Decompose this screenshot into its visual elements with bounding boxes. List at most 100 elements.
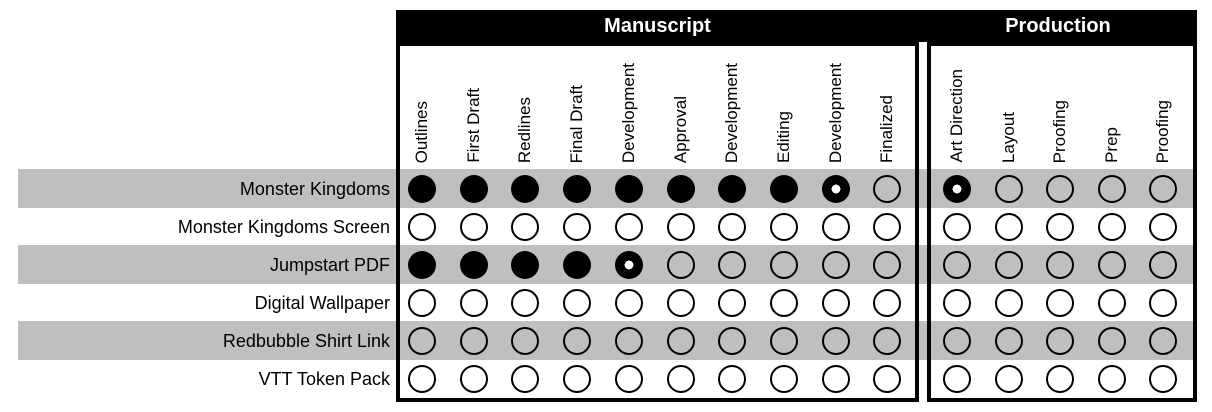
status-circle-not_started [459, 365, 488, 393]
status-circle-not_started [821, 365, 850, 393]
status-circle-not_started [718, 365, 747, 393]
production-table-frame [927, 42, 1197, 402]
status-circle-in_progress [821, 175, 850, 203]
row-label: Monster Kingdoms Screen [177, 217, 390, 237]
status-circle-not_started [666, 213, 695, 241]
status-circle-not_started [459, 289, 488, 317]
status-circle-not_started [666, 251, 695, 279]
status-circle-not_started [873, 365, 902, 393]
status-circle-done [563, 251, 592, 279]
status-circle-not_started [769, 365, 798, 393]
status-circle-done [459, 175, 488, 203]
status-circle-not_started [769, 289, 798, 317]
column-header: Development [722, 62, 742, 163]
row-label: VTT Token Pack [258, 369, 390, 389]
status-circle-not_started [1149, 327, 1178, 355]
row-label: Digital Wallpaper [254, 293, 390, 313]
status-circle-not_started [1097, 289, 1126, 317]
column-header: Finalized [877, 94, 897, 163]
status-circle-not_started [769, 251, 798, 279]
status-circle-not_started [1097, 327, 1126, 355]
status-circle-not_started [614, 327, 643, 355]
status-circle-not_started [994, 327, 1023, 355]
status-circle-not_started [563, 289, 592, 317]
column-header: Editing [773, 111, 793, 163]
status-circle-not_started [718, 327, 747, 355]
status-circle-not_started [408, 213, 436, 241]
manuscript-group-label: Manuscript [604, 14, 711, 37]
status-circle-not_started [1149, 289, 1178, 317]
status-circle-not_started [873, 213, 902, 241]
status-circle-not_started [563, 365, 592, 393]
status-circle-not_started [943, 289, 971, 317]
status-circle-not_started [614, 289, 643, 317]
status-circle-done [408, 175, 436, 203]
status-circle-done [511, 175, 540, 203]
column-header: Proofing [1050, 99, 1070, 163]
status-circle-done [614, 175, 643, 203]
status-circle-done [459, 251, 488, 279]
status-circle-not_started [666, 289, 695, 317]
status-circle-not_started [821, 289, 850, 317]
status-circle-not_started [408, 327, 436, 355]
row-label: Jumpstart PDF [269, 255, 390, 275]
status-circle-not_started [1046, 175, 1075, 203]
status-circle-not_started [563, 213, 592, 241]
status-circle-done [408, 251, 436, 279]
status-circle-not_started [943, 251, 971, 279]
status-circle-not_started [1097, 365, 1126, 393]
column-header: Final Draft [567, 84, 587, 163]
column-header: Development [618, 62, 638, 163]
status-circle-in_progress [614, 251, 643, 279]
status-circle-not_started [511, 213, 540, 241]
column-header: Prep [1101, 127, 1121, 163]
status-circle-not_started [769, 213, 798, 241]
status-circle-not_started [821, 251, 850, 279]
status-circle-not_started [943, 327, 971, 355]
status-circle-done [769, 175, 798, 203]
status-circle-not_started [873, 327, 902, 355]
status-circle-done [666, 175, 695, 203]
status-circle-not_started [459, 213, 488, 241]
status-circle-not_started [1097, 175, 1126, 203]
status-circle-not_started [994, 175, 1023, 203]
status-circle-done [718, 175, 747, 203]
status-circle-not_started [1046, 327, 1075, 355]
status-circle-not_started [873, 175, 902, 203]
status-circle-not_started [821, 327, 850, 355]
status-circle-done [511, 251, 540, 279]
status-circle-not_started [1046, 289, 1075, 317]
status-circle-in_progress [943, 175, 971, 203]
status-circle-not_started [1046, 213, 1075, 241]
production-group-header: Production [919, 10, 1197, 42]
status-circle-not_started [943, 213, 971, 241]
status-circle-not_started [873, 289, 902, 317]
status-circle-not_started [943, 365, 971, 393]
status-circle-not_started [511, 289, 540, 317]
status-circle-not_started [1046, 251, 1075, 279]
status-circle-not_started [994, 213, 1023, 241]
status-circle-not_started [563, 327, 592, 355]
column-header: First Draft [463, 88, 483, 163]
status-circle-not_started [408, 289, 436, 317]
status-circle-not_started [614, 365, 643, 393]
status-circle-not_started [511, 365, 540, 393]
status-circle-done [563, 175, 592, 203]
status-circle-not_started [718, 251, 747, 279]
status-circle-not_started [459, 327, 488, 355]
row-label: Monster Kingdoms [239, 179, 390, 199]
column-header: Outlines [412, 100, 431, 163]
status-circle-not_started [718, 289, 747, 317]
status-circle-not_started [408, 365, 436, 393]
status-circle-not_started [1149, 213, 1178, 241]
row-label: Redbubble Shirt Link [222, 331, 390, 351]
column-header: Development [825, 62, 845, 163]
production-group-label: Production [1005, 14, 1111, 37]
status-circle-not_started [873, 251, 902, 279]
status-circle-not_started [666, 365, 695, 393]
column-header: Redlines [515, 96, 535, 163]
column-header: Art Direction [947, 69, 966, 163]
status-circle-not_started [718, 213, 747, 241]
status-circle-not_started [994, 365, 1023, 393]
